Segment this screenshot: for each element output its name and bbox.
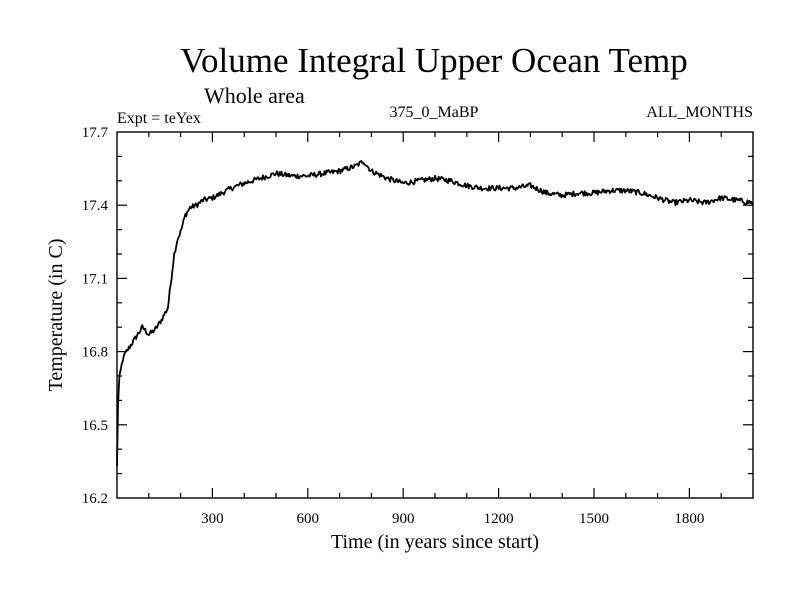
chart-title: Volume Integral Upper Ocean Temp	[180, 41, 687, 80]
y-tick-label: 17.7	[82, 125, 109, 141]
run-label: 375_0_MaBP	[390, 104, 479, 121]
x-tick-label: 1200	[484, 511, 514, 527]
x-axis-label: Time (in years since start)	[331, 531, 539, 553]
x-tick-label: 900	[392, 511, 415, 527]
chart-subtitle: Whole area	[204, 83, 305, 108]
y-tick-label: 16.8	[82, 345, 108, 361]
y-tick-label: 17.1	[82, 271, 108, 287]
x-tick-label: 1500	[579, 511, 609, 527]
x-tick-label: 600	[297, 511, 320, 527]
y-tick-labels: 16.2 16.5 16.8 17.1 17.4 17.7	[82, 125, 109, 507]
series-line	[116, 160, 754, 467]
x-tick-labels: 300 600 900 1200 1500 1800	[201, 511, 704, 527]
months-label: ALL_MONTHS	[646, 104, 753, 121]
y-tick-label: 16.5	[82, 418, 108, 434]
x-tick-label: 300	[201, 511, 224, 527]
y-axis-label: Temperature (in C)	[45, 239, 67, 392]
expt-label: Expt = teYex	[117, 110, 201, 127]
x-tick-label: 1800	[674, 511, 704, 527]
axis-ticks	[117, 132, 753, 498]
y-tick-label: 17.4	[82, 198, 109, 214]
y-tick-label: 16.2	[82, 491, 108, 507]
plot-frame	[116, 131, 754, 499]
